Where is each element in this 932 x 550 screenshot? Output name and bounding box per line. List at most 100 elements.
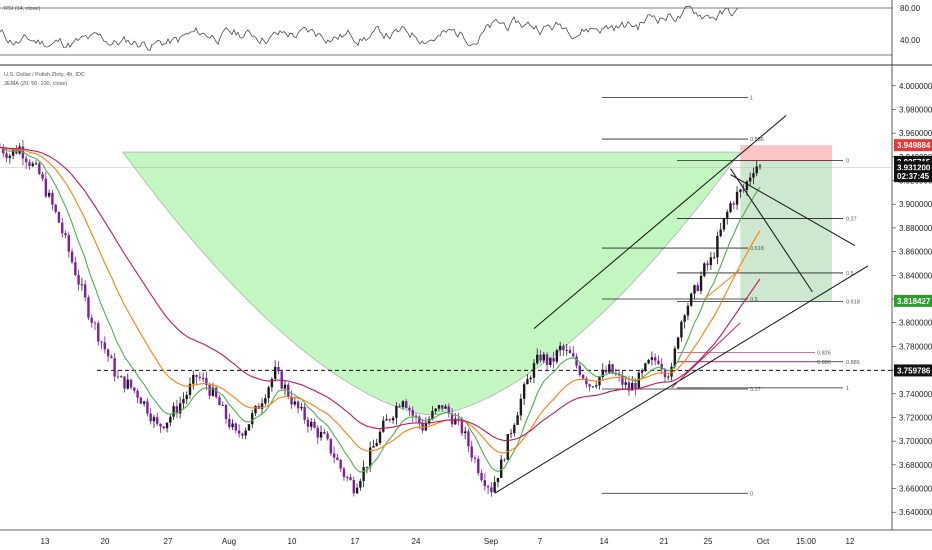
candle-body bbox=[670, 366, 673, 377]
rsi-title: RSI (14, close) bbox=[4, 6, 41, 12]
candle-body bbox=[427, 419, 431, 424]
rsi-tick-40: 40.00 bbox=[900, 36, 921, 45]
candle-body bbox=[303, 406, 306, 420]
fib-retracement-label: 0.5 bbox=[750, 297, 758, 303]
cup-arc bbox=[122, 151, 741, 416]
fib-retracement-label: 0.27 bbox=[750, 387, 761, 393]
candle-body bbox=[77, 275, 80, 285]
candle-body bbox=[178, 403, 182, 414]
candle-body bbox=[34, 163, 38, 165]
price-tag-box bbox=[894, 364, 932, 377]
candle-body bbox=[542, 354, 545, 361]
candle-body bbox=[185, 394, 188, 400]
candle-body bbox=[480, 473, 483, 481]
candle-body bbox=[103, 342, 107, 350]
candle-body bbox=[172, 406, 175, 417]
candle-body bbox=[493, 482, 496, 493]
candle-body bbox=[601, 369, 604, 378]
time-tick-label: 12 bbox=[846, 537, 855, 546]
candle-body bbox=[80, 284, 84, 286]
candle-body bbox=[411, 410, 414, 416]
time-tick-label: Aug bbox=[222, 537, 236, 546]
candle-body bbox=[686, 305, 690, 316]
candle-body bbox=[74, 262, 77, 276]
time-tick-label: 21 bbox=[660, 537, 669, 546]
candle-body bbox=[385, 419, 388, 421]
fib-extension-label: 0.27 bbox=[846, 216, 857, 222]
time-tick-label: 14 bbox=[600, 537, 609, 546]
candle-body bbox=[434, 408, 437, 412]
candle-body bbox=[273, 366, 277, 379]
candle-body bbox=[513, 424, 516, 434]
candle-body bbox=[693, 285, 696, 294]
candle-body bbox=[313, 421, 316, 428]
candle-body bbox=[729, 203, 732, 212]
time-tick-label: 27 bbox=[164, 537, 173, 546]
candle-body bbox=[516, 415, 519, 425]
candle-body bbox=[382, 420, 385, 432]
price-tick-label: 3.700000 bbox=[899, 437, 932, 446]
candle-body bbox=[509, 433, 513, 435]
candle-body bbox=[650, 357, 654, 360]
candle-body bbox=[162, 426, 165, 429]
candle-body bbox=[552, 357, 555, 362]
candle-body bbox=[244, 430, 247, 436]
candle-body bbox=[47, 192, 51, 197]
candle-body bbox=[722, 218, 726, 230]
candle-body bbox=[123, 376, 126, 389]
candle-body bbox=[676, 337, 680, 349]
price-tag-label: 3.759786 bbox=[897, 366, 931, 375]
fib-retracement-label: 1 bbox=[750, 96, 753, 102]
candle-body bbox=[44, 178, 48, 197]
candle-body bbox=[67, 235, 70, 252]
candle-body bbox=[201, 377, 205, 379]
candle-body bbox=[614, 373, 618, 375]
candle-body bbox=[306, 419, 310, 427]
candle-body bbox=[188, 383, 192, 395]
candle-body bbox=[332, 453, 336, 458]
candle-body bbox=[555, 350, 559, 362]
candle-body bbox=[637, 372, 640, 389]
rsi-axis: 80.00 40.00 bbox=[900, 4, 921, 45]
candle-body bbox=[231, 423, 234, 428]
candle-body bbox=[359, 480, 362, 488]
fib-extension-label: 0.886 bbox=[846, 360, 860, 366]
rsi-tick-80: 80.00 bbox=[900, 4, 921, 13]
ema-20-line bbox=[0, 146, 761, 473]
candle-body bbox=[87, 297, 90, 318]
price-tag-box bbox=[894, 139, 932, 152]
candle-body bbox=[182, 399, 185, 404]
candle-body bbox=[368, 447, 372, 467]
candle-body bbox=[640, 370, 644, 373]
candle-body bbox=[293, 401, 297, 405]
fib-extension-label: 0.618 bbox=[846, 299, 860, 305]
time-tick-label: 15:00 bbox=[796, 537, 817, 546]
candle-body bbox=[699, 275, 703, 291]
candle-body bbox=[326, 433, 329, 439]
time-tick-label: 25 bbox=[704, 537, 713, 546]
time-tick-label: Oct bbox=[757, 537, 770, 546]
candle-body bbox=[221, 405, 224, 406]
candle-body bbox=[758, 165, 762, 167]
candle-body bbox=[581, 375, 585, 379]
candle-body bbox=[526, 379, 529, 385]
ema-100-line bbox=[0, 146, 761, 442]
candle-body bbox=[444, 406, 447, 409]
candle-body bbox=[51, 192, 54, 205]
candle-body bbox=[175, 406, 179, 414]
candle-body bbox=[716, 236, 719, 258]
candle-body bbox=[342, 468, 346, 478]
candle-body bbox=[496, 477, 500, 483]
candle-body bbox=[627, 382, 631, 391]
candle-body bbox=[205, 377, 208, 386]
candle-body bbox=[362, 467, 365, 481]
projection-line-1 bbox=[730, 174, 856, 247]
candle-body bbox=[454, 418, 457, 425]
candle-body bbox=[329, 438, 333, 454]
candle-body bbox=[437, 405, 441, 409]
candle-body bbox=[133, 387, 136, 391]
candle-body bbox=[316, 427, 319, 438]
candle-body bbox=[745, 181, 749, 190]
candle-body bbox=[192, 374, 195, 384]
